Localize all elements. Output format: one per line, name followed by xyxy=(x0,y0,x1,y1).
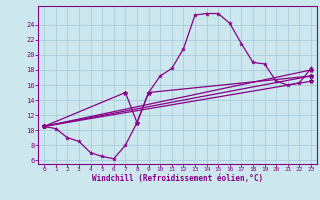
X-axis label: Windchill (Refroidissement éolien,°C): Windchill (Refroidissement éolien,°C) xyxy=(92,174,263,183)
